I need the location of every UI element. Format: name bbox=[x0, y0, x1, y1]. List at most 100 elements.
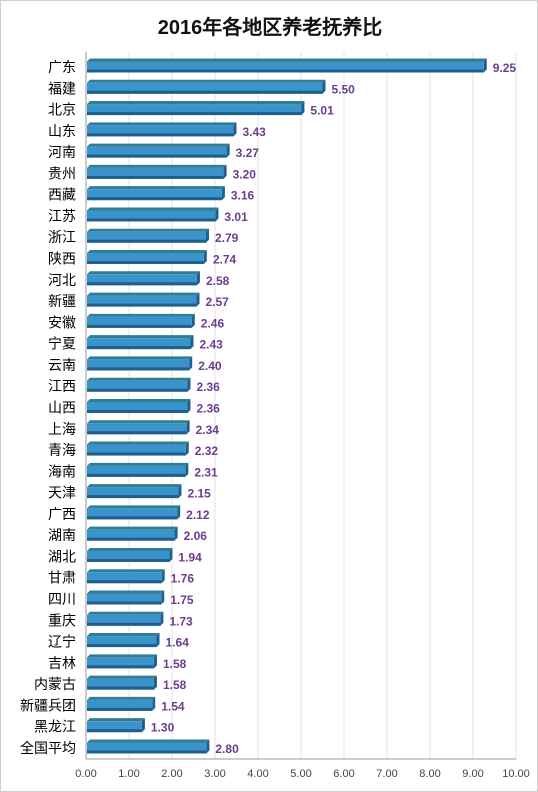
category-label: 安徽 bbox=[48, 315, 76, 331]
bar bbox=[87, 146, 227, 158]
x-tick-label: 8.00 bbox=[419, 768, 440, 780]
bar-top-face bbox=[87, 526, 178, 530]
category-label: 内蒙古 bbox=[34, 677, 76, 693]
data-label: 3.27 bbox=[236, 146, 260, 160]
data-label: 3.16 bbox=[231, 189, 255, 203]
bar bbox=[87, 61, 484, 73]
bar-side-face bbox=[161, 569, 165, 584]
bar-side-face bbox=[152, 696, 156, 711]
bar bbox=[87, 657, 154, 669]
category-label: 全国平均 bbox=[20, 740, 76, 757]
bar-shade bbox=[87, 707, 153, 711]
bar-shade bbox=[87, 239, 206, 243]
category-label: 天津 bbox=[48, 486, 76, 502]
bar bbox=[87, 572, 162, 584]
bar-side-face bbox=[190, 335, 194, 350]
bar-top-face bbox=[87, 356, 193, 360]
data-label: 2.32 bbox=[195, 444, 219, 458]
category-label: 重庆 bbox=[48, 613, 76, 629]
data-label: 2.46 bbox=[201, 316, 225, 330]
category-label: 山东 bbox=[48, 124, 76, 140]
bar-side-face bbox=[215, 207, 219, 222]
bar-shade bbox=[87, 665, 154, 669]
category-label: 西藏 bbox=[48, 188, 76, 204]
data-label: 2.06 bbox=[184, 529, 208, 543]
bar-side-face bbox=[483, 58, 487, 73]
data-label: 1.58 bbox=[163, 678, 187, 692]
bar-side-face bbox=[301, 101, 305, 116]
bar-top-face bbox=[87, 441, 189, 445]
x-tick-label: 4.00 bbox=[247, 768, 268, 780]
bar bbox=[87, 487, 179, 499]
bar-top-face bbox=[87, 122, 237, 126]
bar bbox=[87, 699, 153, 711]
bar bbox=[87, 678, 154, 690]
bar-shade bbox=[87, 431, 187, 435]
data-label: 1.64 bbox=[166, 636, 190, 650]
bar-top-face bbox=[87, 611, 164, 615]
bar bbox=[87, 721, 142, 733]
bar-side-face bbox=[153, 675, 157, 690]
data-label: 3.01 bbox=[224, 210, 248, 224]
bar-shade bbox=[87, 622, 161, 626]
bar bbox=[87, 338, 191, 350]
category-label: 广西 bbox=[48, 507, 76, 523]
bar bbox=[87, 508, 178, 520]
bar-top-face bbox=[87, 271, 200, 275]
bar-side-face bbox=[160, 611, 164, 626]
bar bbox=[87, 401, 188, 413]
bar bbox=[87, 742, 207, 754]
bar-shade bbox=[87, 558, 170, 562]
bar-shade bbox=[87, 133, 234, 137]
bar bbox=[87, 636, 157, 648]
bar-side-face bbox=[196, 271, 200, 286]
bar bbox=[87, 210, 216, 222]
x-tick-label: 6.00 bbox=[333, 768, 354, 780]
category-label: 吉林 bbox=[48, 656, 76, 672]
data-label: 1.30 bbox=[151, 721, 175, 735]
bar-top-face bbox=[87, 654, 157, 658]
bar-top-face bbox=[87, 569, 165, 573]
bar-top-face bbox=[87, 696, 156, 700]
data-label: 2.36 bbox=[196, 380, 220, 394]
bar-side-face bbox=[196, 292, 200, 307]
category-label: 陕西 bbox=[48, 252, 76, 268]
data-label: 1.76 bbox=[171, 572, 195, 586]
data-label: 1.73 bbox=[169, 614, 193, 628]
category-label: 福建 bbox=[48, 81, 76, 97]
data-label: 2.58 bbox=[206, 274, 230, 288]
x-tick-label: 10.00 bbox=[502, 768, 530, 780]
bar bbox=[87, 359, 190, 371]
bar-shade bbox=[87, 516, 178, 520]
data-label: 2.31 bbox=[194, 465, 218, 479]
bar-shade bbox=[87, 686, 154, 690]
bar-top-face bbox=[87, 313, 195, 317]
x-tick-label: 3.00 bbox=[204, 768, 225, 780]
category-label: 北京 bbox=[48, 103, 76, 119]
data-label: 3.43 bbox=[242, 125, 266, 139]
bar-top-face bbox=[87, 250, 207, 254]
category-label: 青海 bbox=[48, 443, 76, 459]
bar-shade bbox=[87, 175, 224, 179]
bar-top-face bbox=[87, 101, 305, 105]
bar-top-face bbox=[87, 484, 182, 488]
x-tick-label: 2.00 bbox=[161, 768, 182, 780]
bar-top-face bbox=[87, 505, 181, 509]
category-label: 甘肃 bbox=[48, 571, 76, 587]
category-label: 河北 bbox=[48, 273, 76, 289]
category-label: 海南 bbox=[48, 464, 76, 480]
data-label: 2.12 bbox=[186, 508, 210, 522]
bar-top-face bbox=[87, 335, 194, 339]
bar-shade bbox=[87, 601, 162, 605]
data-label: 1.54 bbox=[161, 699, 185, 713]
x-tick-label: 7.00 bbox=[376, 768, 397, 780]
bar-side-face bbox=[177, 505, 181, 520]
bar bbox=[87, 593, 162, 605]
x-tick-label: 5.00 bbox=[290, 768, 311, 780]
bar-side-face bbox=[185, 462, 189, 477]
data-label: 2.57 bbox=[206, 295, 230, 309]
data-label: 2.79 bbox=[215, 231, 239, 245]
x-tick-label: 1.00 bbox=[118, 768, 139, 780]
category-label: 新疆兵团 bbox=[20, 698, 76, 714]
